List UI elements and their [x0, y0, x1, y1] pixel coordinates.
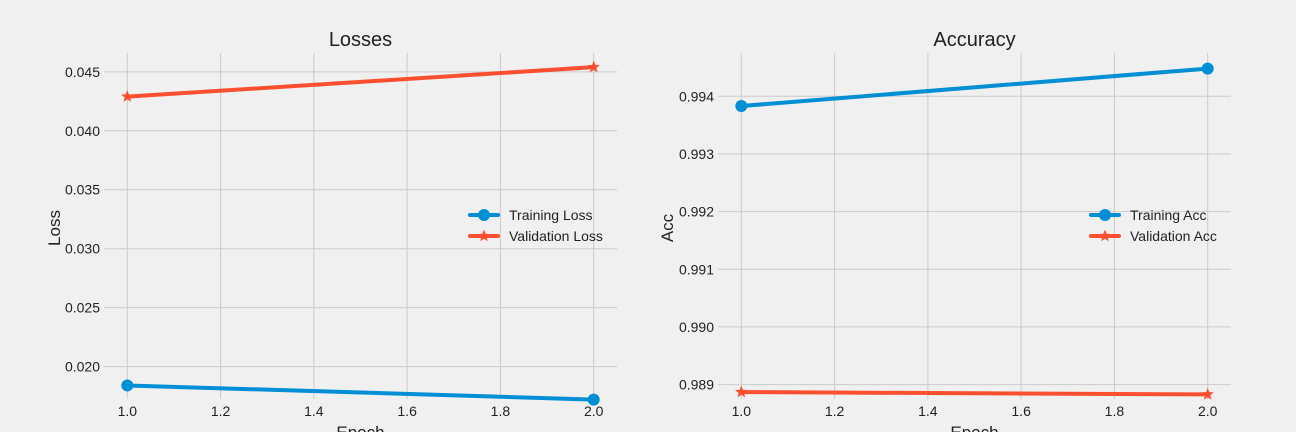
- x-tick-label: 2.0: [1198, 403, 1218, 419]
- gridlines: [104, 53, 617, 399]
- x-tick-label: 1.8: [491, 403, 511, 419]
- y-tick-label: 0.994: [679, 88, 714, 104]
- x-tick-label: 1.6: [397, 403, 417, 419]
- data-point-training: [587, 393, 600, 406]
- data-point-validation: [587, 60, 600, 73]
- legend-label-training: Training Acc: [1130, 207, 1207, 223]
- data-point-validation: [1201, 387, 1214, 400]
- y-tick-label: 0.040: [65, 123, 100, 139]
- y-tick-label: 0.991: [679, 261, 714, 277]
- accuracy-chart: Accuracy Epoch Acc 1.0 1.2 1.4 1.6 1.8 2.0 0.9…: [658, 29, 1231, 432]
- legend: Training Acc Validation Acc: [1089, 207, 1217, 244]
- y-tick-label: 0.993: [679, 146, 714, 162]
- y-tick-label: 0.992: [679, 204, 714, 220]
- data-point-validation: [121, 90, 134, 102]
- x-axis-label: Epoch: [336, 423, 384, 432]
- x-tick-label: 1.0: [118, 403, 138, 419]
- chart-title: Losses: [329, 29, 392, 51]
- y-tick-label: 0.020: [65, 359, 100, 375]
- y-axis-label: Loss: [45, 210, 64, 246]
- series-lines: [121, 60, 600, 406]
- data-point-training: [1201, 62, 1214, 75]
- y-tick-label: 0.045: [65, 64, 100, 80]
- x-tick-label: 1.2: [825, 403, 845, 419]
- losses-chart: Losses Epoch Loss 1.0 1.2 1.4 1.6 1.8 2.0 0.02…: [45, 29, 617, 432]
- series-line-validation: [125, 65, 596, 99]
- y-tick-label: 0.035: [65, 182, 100, 198]
- y-tick-label: 0.025: [65, 300, 100, 316]
- x-tick-label: 1.2: [211, 403, 231, 419]
- legend-marker-training: [478, 209, 490, 221]
- legend-label-training: Training Loss: [509, 207, 593, 223]
- x-tick-label: 1.8: [1105, 403, 1125, 419]
- y-axis-label: Acc: [658, 213, 677, 242]
- x-tick-label: 2.0: [584, 403, 604, 419]
- series-line-training: [125, 383, 596, 402]
- legend-label-validation: Validation Acc: [1130, 228, 1217, 244]
- legend-marker-validation: [477, 229, 491, 242]
- legend-marker-training: [1099, 209, 1111, 221]
- x-tick-label: 1.4: [304, 403, 324, 419]
- legend-label-validation: Validation Loss: [509, 228, 603, 244]
- data-point-training: [735, 100, 748, 113]
- x-tick-label: 1.6: [1011, 403, 1031, 419]
- y-tick-label: 0.989: [679, 377, 714, 393]
- data-point-validation: [735, 385, 748, 398]
- legend-marker-validation: [1098, 229, 1112, 242]
- tick-labels: 1.0 1.2 1.4 1.6 1.8 2.0 0.020 0.025 0.030 0.035 0.…: [65, 64, 604, 419]
- x-axis-label: Epoch: [950, 423, 998, 432]
- chart-title: Accuracy: [933, 29, 1015, 51]
- x-tick-label: 1.4: [918, 403, 938, 419]
- series-line-validation: [739, 390, 1210, 397]
- y-tick-label: 0.030: [65, 241, 100, 257]
- series-lines: [735, 62, 1214, 400]
- tick-labels: 1.0 1.2 1.4 1.6 1.8 2.0 0.989 0.990 0.991 0.992 0.…: [679, 88, 1218, 419]
- data-point-training: [121, 379, 134, 392]
- y-tick-label: 0.990: [679, 319, 714, 335]
- gridlines: [718, 53, 1231, 399]
- legend: Training Loss Validation Loss: [468, 207, 603, 244]
- series-line-training: [739, 66, 1210, 109]
- x-tick-label: 1.0: [732, 403, 752, 419]
